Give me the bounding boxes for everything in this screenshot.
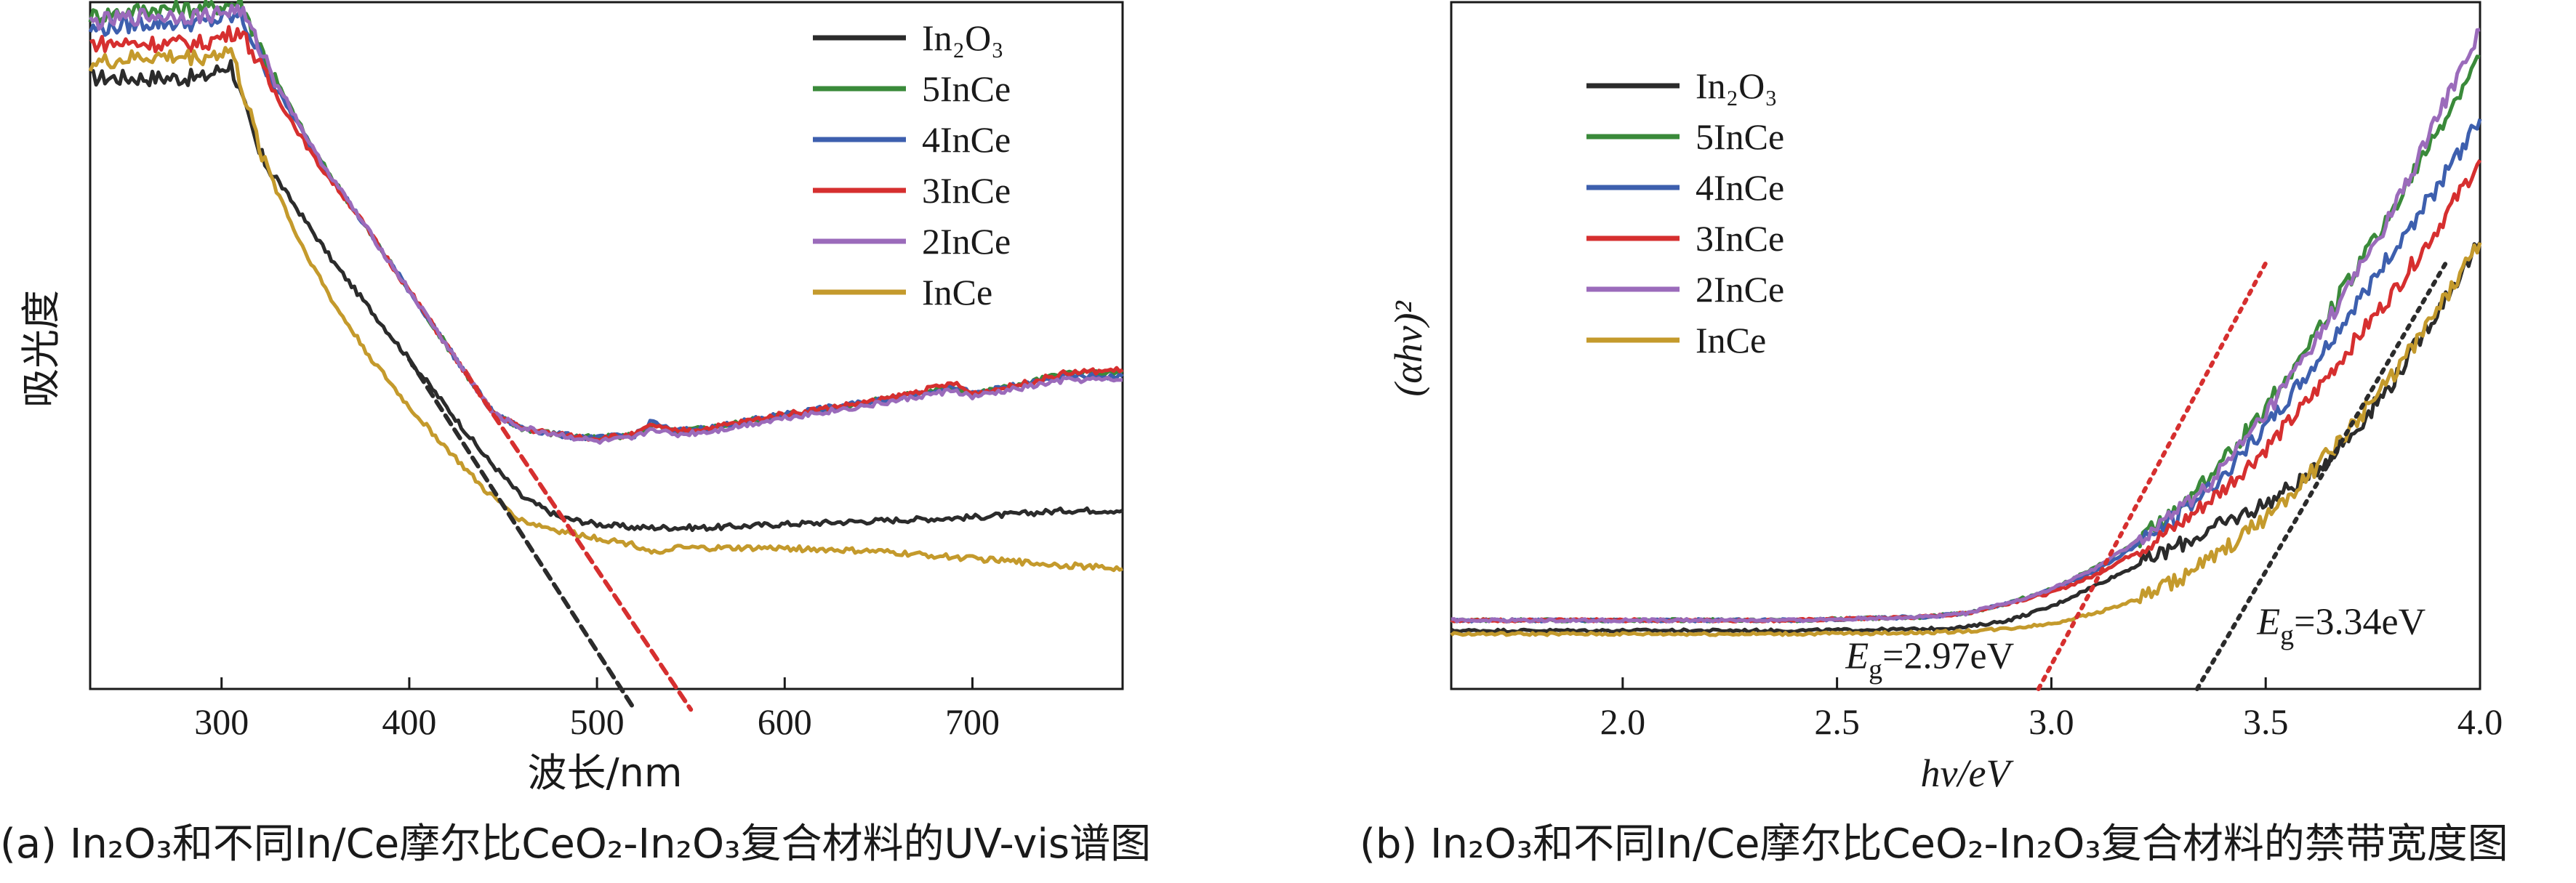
series-line-InCe xyxy=(1450,242,2482,637)
x-tick-label: 2.0 xyxy=(1600,701,1646,742)
annotation-value: =3.34eV xyxy=(2294,601,2425,642)
legend-label: 2InCe xyxy=(922,221,1011,262)
caption-b: (b) In₂O₃和不同In/Ce摩尔比CeO₂-In₂O₃复合材料的禁带宽度图 xyxy=(1360,820,2508,868)
legend-b: In₂O₃ 5InCe 4InCe 3InCe 2InCe InCe xyxy=(1586,65,1784,360)
series-line-4InCe xyxy=(1450,118,2482,624)
legend-label: 4InCe xyxy=(922,119,1011,160)
tangent-line xyxy=(406,357,637,712)
legend-label: 4InCe xyxy=(1696,167,1784,208)
x-tick-label: 3.5 xyxy=(2243,701,2289,742)
legend-label: 2InCe xyxy=(1696,269,1784,310)
series-line-2InCe xyxy=(89,4,1123,445)
annotation-symbol: E xyxy=(1845,636,1869,677)
legend-a: In₂O₃ 5InCe 4InCe 3InCe 2InCe InCe xyxy=(813,17,1011,313)
annotation-subscript: g xyxy=(1869,655,1882,685)
plot-frame-a xyxy=(89,1,1124,690)
legend-label: 5InCe xyxy=(1696,116,1784,157)
panel-b: 2.0 2.5 3.0 3.5 4.0 In₂O₃ 5InCe 4InCe 3InCe 2InC… xyxy=(1360,1,2508,868)
band-gap-annotation: Eg=2.97eV xyxy=(1845,636,2014,685)
legend-label: 5InCe xyxy=(922,68,1011,109)
x-axis-label-b: hν/eV xyxy=(1921,751,2015,795)
y-axis-label-b: (αhν)² xyxy=(1387,300,1430,396)
caption-a: (a) In₂O₃和不同In/Ce摩尔比CeO₂-In₂O₃复合材料的UV-vi… xyxy=(0,820,1151,868)
x-tick-label: 4.0 xyxy=(2457,701,2503,742)
x-tick-label: 2.5 xyxy=(1814,701,1860,742)
series-line-2InCe xyxy=(1450,28,2481,624)
panel-a: 300 400 500 600 700 In₂O₃ 5InCe 4InCe 3InCe 2InC… xyxy=(0,0,1151,868)
x-tick-label: 3.0 xyxy=(2029,701,2074,742)
tangent-line xyxy=(2194,261,2448,691)
series-line-InO xyxy=(1450,241,2482,634)
x-tick-label: 500 xyxy=(570,701,625,742)
legend-label: InCe xyxy=(1696,320,1766,360)
tangent-line xyxy=(2036,261,2268,691)
legend-label: 3InCe xyxy=(1696,218,1784,259)
legend-label: 3InCe xyxy=(922,170,1011,211)
series-line-InO xyxy=(89,59,1124,533)
x-tick-label: 300 xyxy=(194,701,249,742)
series-line-InCe xyxy=(88,46,1123,573)
x-tick-label: 400 xyxy=(382,701,436,742)
annotation-value: =2.97eV xyxy=(1882,636,2014,677)
band-gap-annotation: Eg=3.34eV xyxy=(2256,601,2425,650)
plot-frame-b xyxy=(1450,1,2481,690)
x-axis-label-a: 波长/nm xyxy=(527,750,682,796)
annotation-subscript: g xyxy=(2280,620,2294,650)
series-line-3InCe xyxy=(1450,159,2482,624)
legend-label: In₂O₃ xyxy=(922,17,1004,58)
legend-label: In₂O₃ xyxy=(1696,65,1778,106)
y-axis-label-a: 吸光度 xyxy=(18,290,64,408)
x-tick-label: 600 xyxy=(758,701,812,742)
annotation-symbol: E xyxy=(2256,601,2280,642)
legend-label: InCe xyxy=(922,272,992,313)
series-line-5InCe xyxy=(88,0,1123,441)
x-tick-label: 700 xyxy=(945,701,1000,742)
tangent-line xyxy=(463,371,694,712)
